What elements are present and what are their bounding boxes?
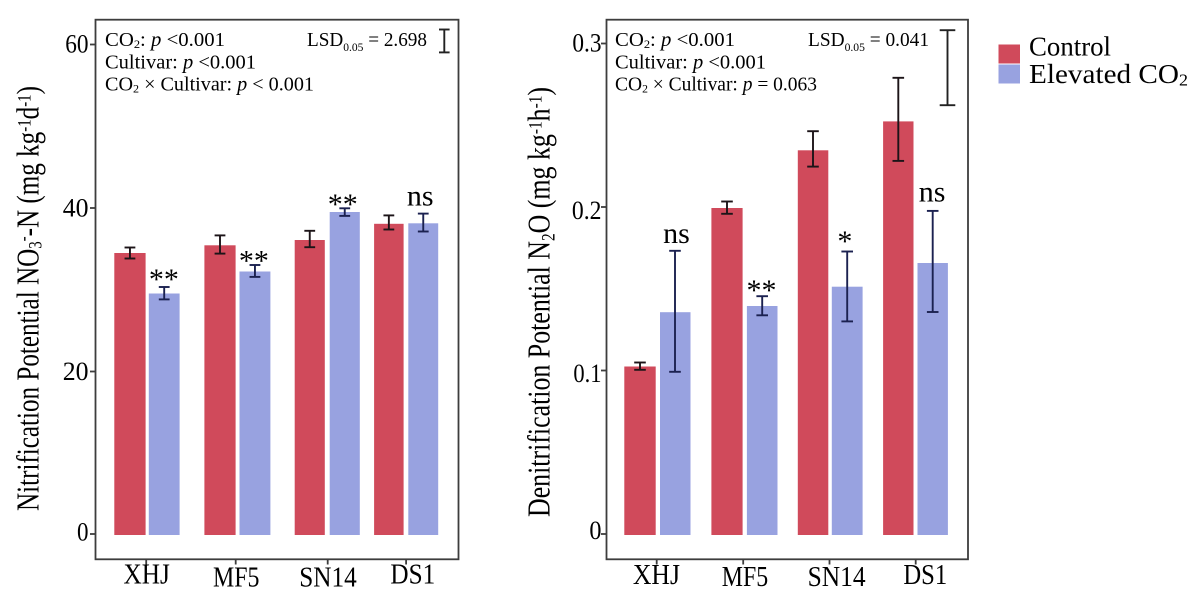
svg-text:0.2: 0.2	[572, 196, 602, 225]
svg-text:MF5: MF5	[722, 562, 768, 592]
svg-text:XHJ: XHJ	[633, 560, 680, 591]
svg-text:**: **	[239, 244, 269, 277]
svg-text:60: 60	[65, 30, 88, 59]
svg-text:DS1: DS1	[903, 560, 947, 591]
svg-text:SN14: SN14	[299, 563, 357, 592]
svg-text:0.1: 0.1	[573, 359, 601, 388]
svg-text:LSD0.05 = 0.041: LSD0.05 = 0.041	[808, 29, 929, 54]
svg-text:MF5: MF5	[213, 563, 259, 592]
svg-text:ns: ns	[407, 179, 434, 212]
svg-text:DS1: DS1	[390, 560, 435, 591]
svg-text:CO2 × Cultivar: p < 0.001: CO2 × Cultivar: p < 0.001	[105, 74, 314, 96]
svg-text:XHJ: XHJ	[124, 560, 170, 591]
svg-text:Elevated CO2: Elevated CO 2	[1029, 58, 1188, 90]
svg-text:SN14: SN14	[808, 562, 866, 592]
svg-text:0.3: 0.3	[572, 28, 601, 57]
svg-text:CO2: p <0.001: CO2: p <0.001	[615, 29, 735, 51]
svg-text:CO2 × Cultivar: p = 0.063: CO2 × Cultivar: p = 0.063	[615, 74, 817, 96]
svg-text:0: 0	[77, 518, 89, 547]
svg-text:0: 0	[589, 516, 601, 545]
svg-text:*: *	[837, 225, 852, 258]
svg-text:40: 40	[63, 193, 89, 222]
svg-text:**: **	[149, 263, 179, 296]
svg-text:CO2: p <0.001: CO2: p <0.001	[105, 29, 225, 51]
svg-text:Nitrification Potential NO3--: Nitrification Potential NO3--N (mg kg-1d…	[10, 86, 47, 511]
svg-text:Denitrification Potential N2O: Denitrification Potential N2O (mg kg-1h-…	[521, 87, 560, 517]
svg-text:Cultivar: p <0.001: Cultivar: p <0.001	[105, 51, 256, 73]
svg-text:Cultivar: p <0.001: Cultivar: p <0.001	[615, 51, 766, 73]
svg-text:ns: ns	[919, 175, 946, 208]
svg-text:LSD0.05 = 2.698: LSD0.05 = 2.698	[307, 29, 427, 54]
svg-text:Control: Control	[1029, 31, 1111, 62]
svg-text:20: 20	[63, 357, 89, 386]
svg-text:**: **	[746, 274, 776, 307]
svg-text:ns: ns	[663, 217, 690, 250]
svg-text:**: **	[328, 188, 358, 221]
